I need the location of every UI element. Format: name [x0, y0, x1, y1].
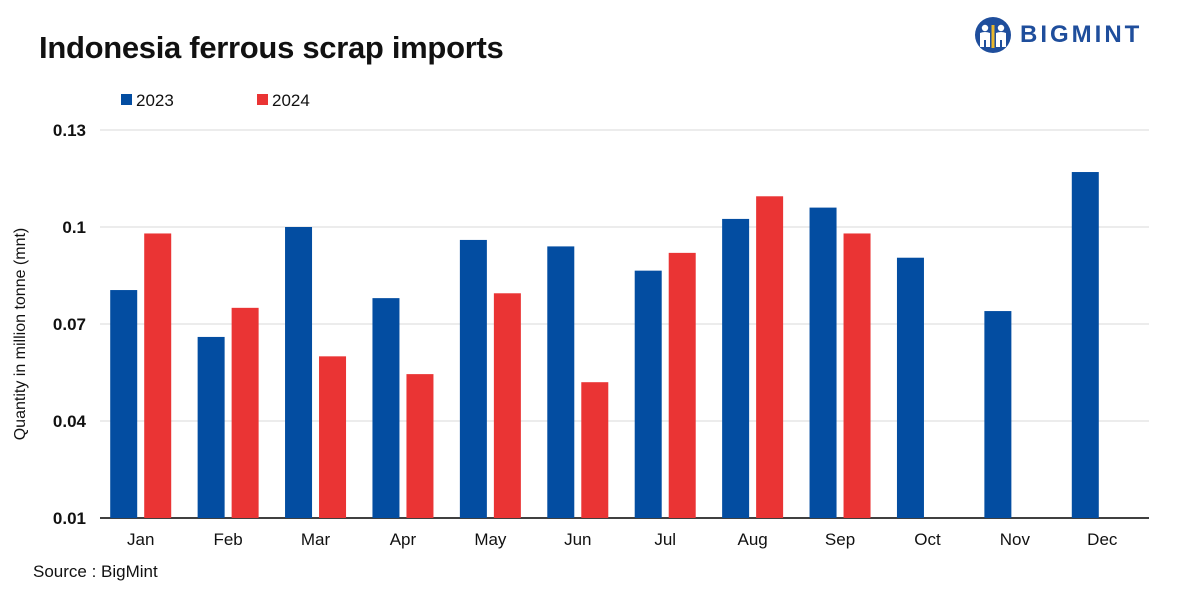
legend-swatch-2023 — [121, 94, 132, 105]
x-tick-label: Nov — [1000, 530, 1031, 549]
bar-2023-mar — [285, 227, 313, 518]
chart-title: Indonesia ferrous scrap imports — [39, 30, 504, 65]
y-tick-label: 0.01 — [53, 509, 86, 528]
y-axis-title: Quantity in million tonne (mnt) — [12, 228, 29, 441]
bar-2023-jun — [547, 246, 575, 518]
bar-2024-jul — [668, 252, 696, 518]
x-tick-label: Aug — [738, 530, 768, 549]
y-tick-label: 0.13 — [53, 121, 86, 140]
y-tick-label: 0.04 — [53, 412, 87, 431]
x-tick-label: Jun — [564, 530, 591, 549]
x-tick-label: May — [474, 530, 507, 549]
bigmint-logo-icon — [975, 17, 1011, 53]
x-tick-label: Feb — [213, 530, 242, 549]
bar-2024-aug — [756, 196, 784, 519]
bar-2024-sep — [843, 233, 871, 518]
bar-2023-jan — [110, 290, 138, 518]
x-tick-label: Sep — [825, 530, 855, 549]
bar-2024-jun — [581, 382, 609, 518]
bar-2023-may — [459, 239, 487, 518]
x-tick-label: Apr — [390, 530, 417, 549]
legend-swatch-2024 — [257, 94, 268, 105]
y-tick-label: 0.07 — [53, 315, 86, 334]
bar-2024-apr — [406, 374, 434, 518]
bar-2024-mar — [319, 356, 347, 518]
bar-2023-aug — [722, 218, 750, 518]
bar-2023-oct — [896, 257, 924, 518]
bar-2024-feb — [231, 307, 259, 518]
x-tick-label: Oct — [914, 530, 941, 549]
legend-label-2023: 2023 — [136, 91, 174, 110]
bar-2023-dec — [1071, 172, 1099, 519]
bigmint-logo-text: BIGMINT — [1020, 21, 1143, 48]
bar-2023-apr — [372, 298, 400, 518]
x-tick-label: Mar — [301, 530, 331, 549]
bar-2023-feb — [197, 336, 225, 518]
x-tick-label: Jul — [654, 530, 676, 549]
y-tick-label: 0.1 — [62, 218, 86, 237]
legend-label-2024: 2024 — [272, 91, 310, 110]
x-tick-label: Jan — [127, 530, 154, 549]
bar-2023-nov — [984, 311, 1012, 518]
bar-2024-may — [493, 293, 521, 518]
source-note: Source : BigMint — [33, 562, 158, 581]
bigmint-logo: BIGMINT — [974, 16, 1142, 54]
x-tick-label: Dec — [1087, 530, 1118, 549]
bar-2023-jul — [634, 270, 662, 518]
bar-2024-jan — [144, 233, 172, 518]
bar-2023-sep — [809, 207, 837, 518]
